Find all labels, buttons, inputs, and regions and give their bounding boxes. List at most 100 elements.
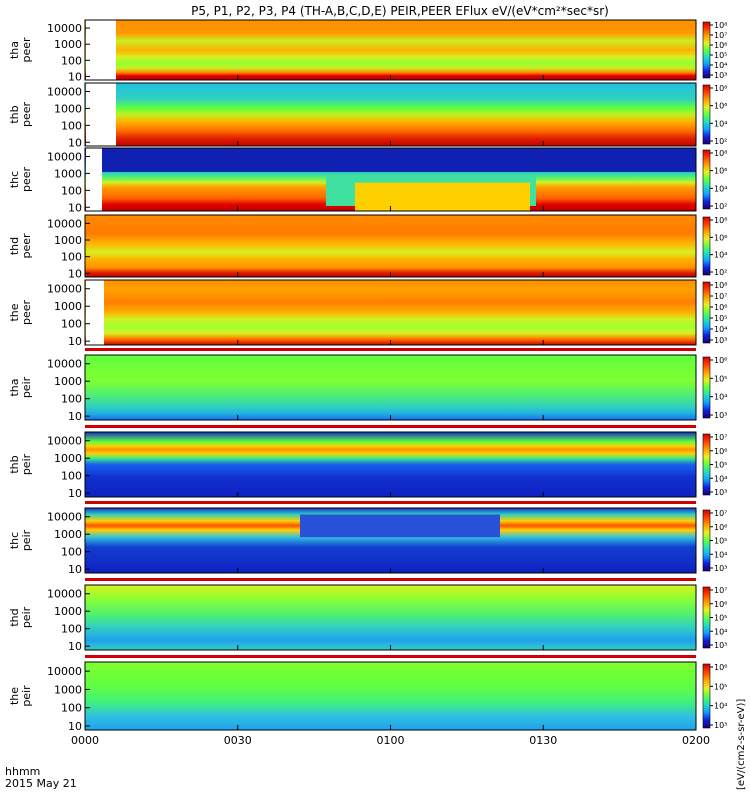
colorbar-tick-label: 10⁶ (714, 233, 727, 242)
spectrogram-thb-peir (85, 432, 696, 497)
xaxis-label-date: 2015 May 21 (5, 777, 77, 790)
panel-thd-peir: 10000 1000 100 10 thd peir 10⁷ 10⁶ 10⁵ 10⁴ 10³ (8, 578, 727, 653)
ytick-label: 10000 (47, 85, 82, 98)
colorbar-tick-label: 10⁸ (714, 21, 727, 30)
colorbar-tick-label: 10⁴ (714, 702, 727, 711)
panel-probe-label: the (8, 687, 21, 705)
spectrogram-thb-peer (85, 83, 696, 146)
colorbar-thc-peer (702, 149, 711, 210)
colorbar-tick-label: 10⁴ (714, 251, 727, 260)
marker-line (85, 348, 696, 351)
colorbar-tick-label: 10⁷ (714, 31, 727, 40)
ytick-label: 10 (68, 70, 82, 83)
colorbar-tick-label: 10⁴ (714, 474, 727, 483)
colorbar-tick-label: 10⁶ (714, 447, 727, 456)
ytick-label: 1000 (54, 683, 82, 696)
spectrogram-thd-peer (85, 215, 696, 277)
ytick-label: 10000 (47, 150, 82, 163)
colorbar-tick-label: 10⁶ (714, 167, 727, 176)
panel-the-peir: 10000 1000 100 10 the peir 10⁶ 10⁵ 10⁴ 10³ (8, 655, 727, 733)
colorbar-tick-label: 10⁷ (714, 433, 727, 442)
colorbar-unit-label: [eV/(cm2-s-sr-eV)] (736, 699, 747, 790)
ytick-label: 1000 (54, 605, 82, 618)
colorbar-tick-label: 10⁸ (714, 281, 727, 290)
panel-species-label: peer (20, 37, 33, 63)
colorbar-tick-label: 10⁶ (714, 102, 727, 111)
panel-probe-label: tha (8, 41, 21, 59)
panel-probe-label: thd (8, 608, 21, 626)
panel-probe-label: thd (8, 237, 21, 255)
ytick-label: 10000 (47, 217, 82, 230)
colorbar-tick-label: 10⁴ (714, 184, 727, 193)
panel-species-label: peir (20, 685, 33, 707)
colorbar-tick-label: 10⁷ (714, 509, 727, 518)
colorbar-tick-label: 10⁵ (714, 374, 727, 383)
ytick-label: 10 (68, 136, 82, 149)
ytick-label: 1000 (54, 102, 82, 115)
band-gap (300, 514, 500, 538)
spectrogram-thd-peir (85, 585, 696, 650)
ytick-label: 100 (61, 318, 82, 331)
ytick-label: 1000 (54, 452, 82, 465)
panel-species-label: peir (20, 606, 33, 628)
noise-region (102, 148, 696, 172)
colorbar-tick-label: 10⁴ (714, 61, 727, 70)
colorbar-tick-label: 10³ (714, 721, 727, 730)
time-axis: 0000 0030 0100 0130 0200 (71, 75, 710, 747)
xtick-label: 0100 (377, 734, 405, 747)
ytick-label: 100 (61, 54, 82, 67)
ytick-label: 100 (61, 470, 82, 483)
ytick-label: 1000 (54, 167, 82, 180)
spectrogram-the-peer (85, 280, 696, 345)
colorbar-tick-label: 10³ (714, 564, 727, 573)
colorbar-tick-label: 10⁶ (714, 663, 727, 672)
colorbar-the-peer (702, 281, 711, 344)
ytick-label: 10 (68, 335, 82, 348)
colorbar-tick-label: 10⁶ (714, 600, 727, 609)
ytick-label: 10000 (47, 511, 82, 524)
panel-thd-peer: 10000 1000 100 10 thd peer 10⁸ 10⁶ 10⁴ 10² (8, 214, 727, 280)
ytick-label: 10 (68, 563, 82, 576)
colorbar-tick-label: 10² (714, 202, 727, 211)
colorbar-tick-label: 10⁶ (714, 303, 727, 312)
colorbar-tick-label: 10⁶ (714, 41, 727, 50)
disturbance-core (355, 182, 530, 211)
ytick-label: 1000 (54, 234, 82, 247)
panel-species-label: peer (20, 300, 33, 326)
colorbar-thb-peer (702, 84, 711, 145)
ytick-label: 10000 (47, 665, 82, 678)
colorbar-tick-label: 10⁵ (714, 537, 727, 546)
marker-line (85, 655, 696, 658)
spectrogram-tha-peer (85, 20, 696, 80)
colorbar-tick-label: 10⁴ (714, 393, 727, 402)
colorbar-tick-label: 10³ (714, 336, 727, 345)
panel-tha-peir: 10000 1000 100 10 tha peir 10⁶ 10⁵ 10⁴ 10³ (8, 348, 727, 423)
colorbar-tick-label: 10⁶ (714, 523, 727, 532)
colorbar-tick-label: 10³ (714, 411, 727, 420)
data-gap (86, 20, 116, 80)
colorbar-tick-label: 10⁵ (714, 314, 727, 323)
panel-probe-label: thb (8, 105, 21, 123)
colorbar-thb-peir (702, 433, 711, 496)
colorbar-tick-label: 10⁴ (714, 325, 727, 334)
xtick-label: 0130 (529, 734, 557, 747)
marker-line (85, 501, 696, 504)
colorbar-tick-label: 10³ (714, 641, 727, 650)
colorbar-the-peir (702, 663, 711, 729)
ytick-label: 10000 (47, 358, 82, 371)
panel-thb-peir: 10000 1000 100 10 thb peir 10⁷ 10⁶ 10⁵ 10⁴ 10³ (8, 425, 727, 500)
panel-species-label: peir (20, 376, 33, 398)
ytick-label: 1000 (54, 38, 82, 51)
colorbar-tha-peer (702, 21, 711, 79)
colorbar-tick-label: 10⁵ (714, 51, 727, 60)
colorbar-tick-label: 10⁷ (714, 292, 727, 301)
ytick-label: 100 (61, 119, 82, 132)
xtick-label: 0030 (224, 734, 252, 747)
panel-probe-label: the (8, 303, 21, 321)
colorbar-tick-label: 10² (714, 137, 727, 146)
panel-species-label: peer (20, 233, 33, 259)
ytick-label: 100 (61, 702, 82, 715)
colorbar-tick-label: 10² (714, 268, 727, 277)
